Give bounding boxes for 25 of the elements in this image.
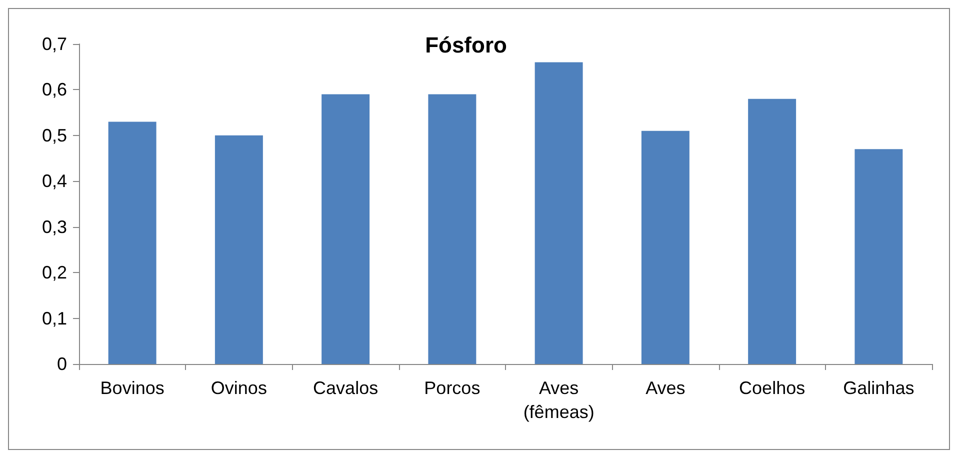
x-tick-label: Coelhos — [739, 378, 806, 398]
bar — [214, 135, 263, 364]
x-tick-label: Porcos — [424, 378, 480, 398]
bar — [322, 94, 370, 364]
bar — [108, 122, 156, 364]
bar — [641, 130, 690, 364]
y-tick-label: 0,6 — [42, 80, 67, 100]
bar — [534, 62, 583, 364]
x-tick-label: Cavalos — [313, 378, 378, 398]
x-tick-label: Bovinos — [100, 378, 164, 398]
x-tick-label: Galinhas — [843, 378, 914, 398]
y-tick-label: 0,1 — [42, 308, 67, 328]
x-tick-label: Ovinos — [210, 378, 267, 398]
x-tick-label: Aves (fêmeas) — [523, 378, 594, 422]
y-tick-label: 0,5 — [42, 125, 67, 146]
y-tick-label: 0 — [56, 354, 67, 374]
bar — [748, 98, 796, 364]
chart-title: Fósforo — [425, 32, 507, 58]
y-tick-label: 0,7 — [42, 34, 67, 54]
y-tick-label: 0,3 — [42, 216, 67, 237]
bar — [428, 94, 476, 364]
x-tick-label: Aves — [646, 378, 686, 398]
bar — [854, 149, 903, 364]
y-tick-label: 0,2 — [42, 262, 67, 283]
y-tick-label: 0,4 — [42, 171, 67, 192]
